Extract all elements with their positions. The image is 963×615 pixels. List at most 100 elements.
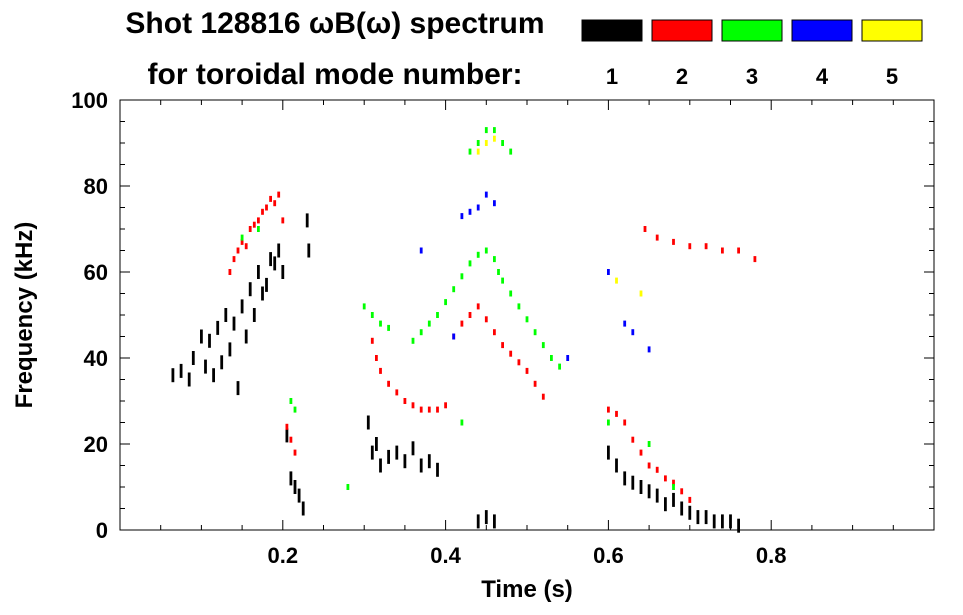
point-mode2-38 [533, 380, 537, 387]
point-mode1-51 [647, 484, 651, 499]
point-mode1-4 [200, 329, 203, 344]
point-mode3-37 [647, 441, 651, 447]
point-mode2-45 [647, 462, 651, 469]
point-mode2-9 [265, 204, 268, 211]
point-mode1-26 [289, 471, 293, 486]
point-mode1-45 [493, 514, 496, 529]
point-mode3-11 [436, 312, 439, 318]
point-mode3-12 [444, 299, 447, 306]
legend-label-1: 1 [606, 64, 618, 89]
point-mode2-16 [293, 449, 297, 456]
point-mode3-15 [468, 260, 472, 267]
point-mode5-3 [615, 277, 618, 284]
legend-swatch-1 [581, 19, 643, 42]
point-mode1-17 [252, 308, 256, 322]
point-mode1-10 [224, 308, 228, 322]
point-mode3-23 [525, 316, 529, 323]
point-mode1-15 [244, 329, 248, 344]
point-mode3-19 [497, 269, 500, 275]
point-mode2-17 [370, 337, 374, 344]
point-mode1-57 [696, 510, 700, 525]
point-mode1-46 [607, 445, 610, 460]
point-mode1-53 [664, 497, 667, 512]
point-mode5-1 [493, 135, 496, 142]
point-mode2-25 [427, 406, 431, 413]
point-mode2-58 [753, 256, 757, 263]
point-mode2-11 [273, 200, 277, 207]
point-mode3-24 [533, 329, 537, 336]
point-mode3-17 [484, 247, 488, 254]
point-mode2-20 [387, 380, 390, 387]
point-mode2-49 [680, 488, 684, 495]
point-mode2-24 [419, 406, 423, 413]
point-mode5-0 [484, 140, 488, 146]
point-mode1-56 [688, 505, 692, 520]
point-mode3-14 [460, 273, 464, 280]
point-mode2-18 [375, 355, 378, 361]
point-mode3-0 [240, 234, 244, 241]
point-mode3-7 [387, 324, 390, 331]
point-mode3-32 [501, 140, 504, 146]
point-mode3-31 [493, 127, 496, 134]
point-mode1-30 [305, 213, 309, 228]
point-mode3-34 [346, 484, 350, 490]
point-mode1-52 [655, 488, 659, 503]
point-mode3-3 [293, 406, 297, 413]
point-mode1-9 [220, 355, 224, 370]
point-mode2-13 [281, 217, 285, 224]
point-mode2-0 [228, 269, 232, 275]
point-mode2-43 [631, 436, 635, 443]
point-mode2-36 [517, 359, 521, 366]
point-mode2-56 [721, 247, 724, 254]
point-mode3-4 [362, 303, 366, 310]
point-mode1-12 [232, 316, 236, 331]
point-mode2-44 [639, 449, 643, 456]
point-mode2-2 [236, 247, 240, 254]
point-mode1-62 [737, 518, 740, 533]
point-mode1-41 [427, 454, 431, 469]
point-mode1-11 [228, 342, 232, 357]
point-mode3-27 [558, 363, 561, 370]
point-mode1-48 [623, 471, 627, 486]
point-mode1-32 [366, 415, 370, 430]
point-mode3-33 [509, 148, 513, 155]
point-mode3-10 [427, 320, 431, 327]
x-tick-label: 0.4 [430, 543, 461, 568]
point-mode3-28 [468, 148, 472, 155]
point-mode3-5 [370, 312, 374, 318]
point-mode2-46 [655, 466, 659, 473]
point-mode1-8 [216, 320, 220, 335]
point-mode1-21 [269, 252, 272, 267]
point-mode3-18 [493, 256, 496, 263]
point-mode2-40 [607, 406, 610, 413]
legend-swatch-5 [861, 19, 923, 42]
point-mode3-2 [289, 398, 293, 404]
point-mode2-22 [403, 398, 407, 404]
point-mode2-39 [541, 393, 545, 400]
point-mode1-44 [484, 510, 488, 525]
point-mode5-4 [639, 290, 643, 297]
point-mode3-29 [476, 140, 480, 146]
point-mode2-33 [493, 329, 496, 336]
point-mode3-38 [672, 484, 675, 490]
x-axis-label: Time (s) [481, 576, 573, 603]
point-mode4-0 [460, 213, 464, 220]
legend-label-3: 3 [746, 64, 758, 89]
point-mode1-40 [419, 458, 423, 473]
point-mode1-3 [191, 351, 195, 365]
point-mode4-7 [566, 355, 570, 361]
legend-label-4: 4 [816, 64, 829, 89]
point-mode1-24 [281, 265, 285, 279]
point-mode2-8 [261, 208, 264, 215]
point-mode2-19 [379, 367, 382, 374]
point-mode1-14 [240, 299, 244, 314]
point-mode2-26 [436, 406, 439, 413]
y-tick-label: 100 [71, 88, 108, 113]
legend: 1 2 3 4 5 [581, 19, 923, 89]
y-tick-label: 60 [84, 260, 108, 285]
point-mode2-31 [476, 303, 480, 310]
point-mode4-8 [607, 269, 610, 275]
point-mode1-34 [375, 437, 378, 451]
y-tick-label: 80 [84, 174, 108, 199]
